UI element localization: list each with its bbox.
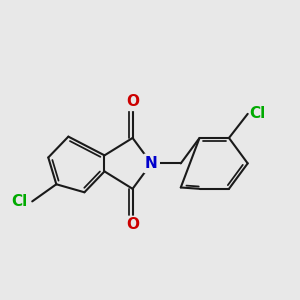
Text: O: O bbox=[126, 218, 139, 232]
Text: N: N bbox=[145, 156, 158, 171]
Text: O: O bbox=[126, 94, 139, 109]
Text: Cl: Cl bbox=[11, 194, 27, 209]
Text: Cl: Cl bbox=[249, 106, 265, 122]
